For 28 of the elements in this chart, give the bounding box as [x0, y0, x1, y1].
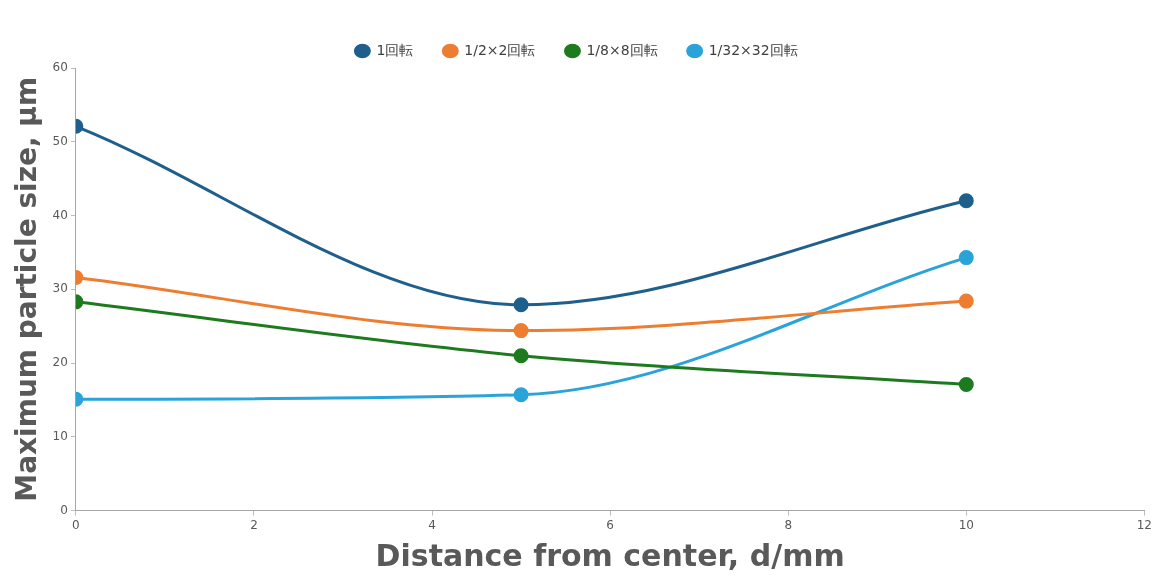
point	[513, 323, 529, 339]
y-tick-label: 60	[52, 60, 68, 75]
point	[958, 250, 974, 266]
x-tick-label: 10	[958, 517, 974, 532]
x-tick-label: 8	[784, 517, 793, 532]
point	[958, 376, 974, 392]
y-tick-label: 20	[52, 355, 68, 370]
y-tick-label: 50	[52, 133, 68, 148]
legend-label: 1/8×8回転	[586, 41, 658, 58]
x-tick-label: 6	[606, 517, 614, 532]
y-axis-title: Maximum particle size, μm	[10, 76, 44, 502]
point	[513, 348, 529, 364]
x-axis-title: Distance from center, d/mm	[375, 537, 845, 573]
point	[958, 293, 974, 309]
legend-label: 1/32×32回転	[708, 41, 798, 58]
point	[513, 297, 529, 313]
x-tick-label: 12	[1136, 517, 1153, 532]
x-tick-label: 0	[72, 517, 80, 532]
point	[513, 387, 529, 403]
x-tick-label: 4	[428, 517, 436, 532]
legend-label: 1回転	[376, 41, 414, 58]
y-tick-label: 40	[52, 207, 68, 222]
legend-label: 1/2×2回転	[464, 41, 536, 58]
point	[958, 193, 974, 209]
y-tick-label: 0	[60, 502, 68, 517]
y-tick-label: 10	[52, 428, 68, 443]
y-tick-label: 30	[52, 281, 68, 296]
x-tick-label: 2	[250, 517, 258, 532]
